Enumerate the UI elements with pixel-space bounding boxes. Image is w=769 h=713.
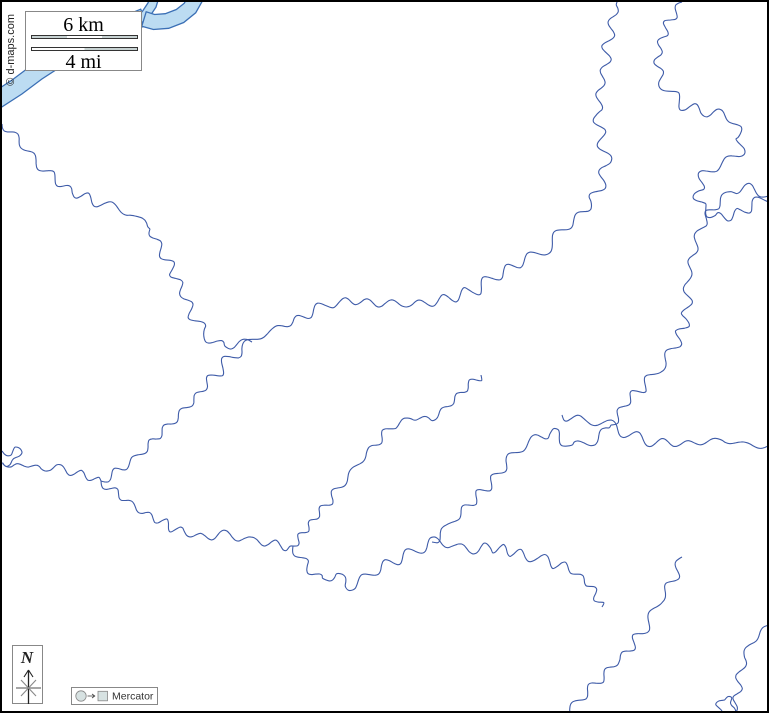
svg-text:Mercator: Mercator [112, 691, 154, 703]
